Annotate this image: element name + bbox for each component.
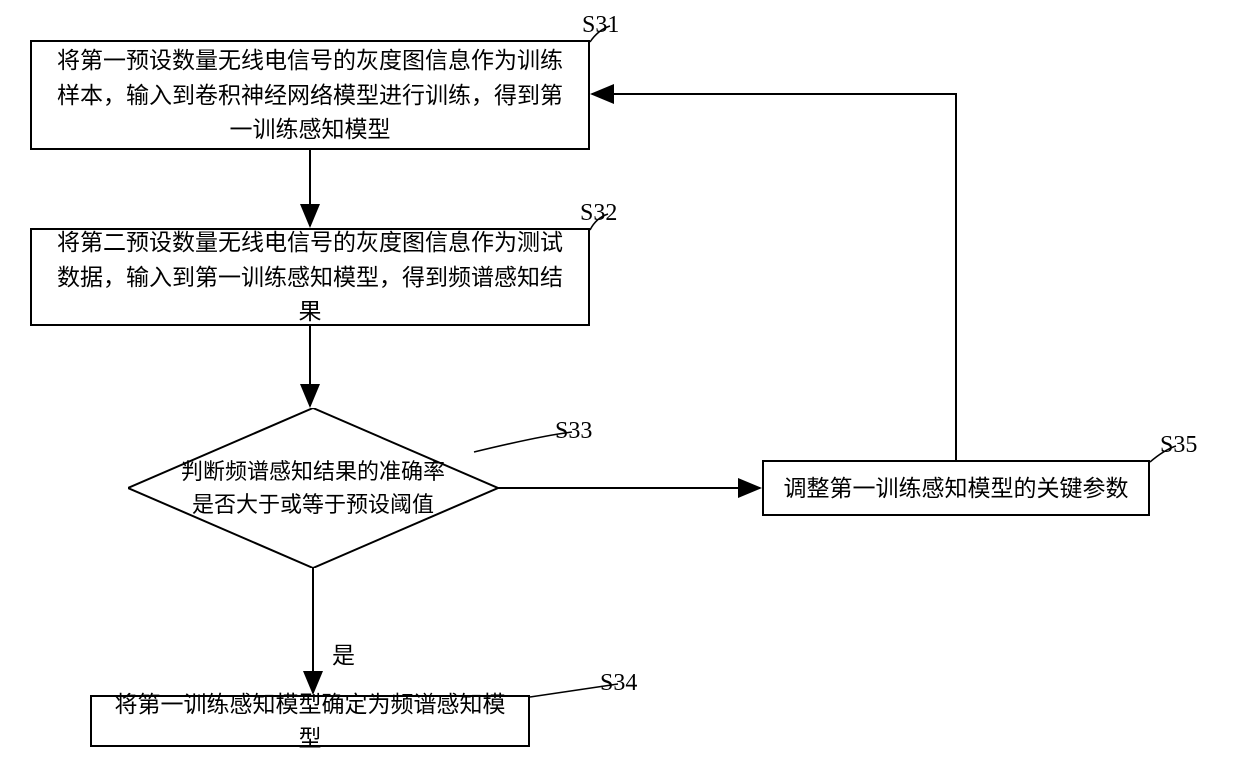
step-label-s34: S34 bbox=[600, 670, 637, 697]
diamond-text: 判断频谱感知结果的准确率是否大于或等于预设阈值 bbox=[178, 455, 448, 521]
step-label-s32: S32 bbox=[580, 200, 617, 227]
step-label-s35: S35 bbox=[1160, 432, 1197, 459]
process-box-s34: 将第一训练感知模型确定为频谱感知模型 bbox=[90, 695, 530, 747]
process-box-s31: 将第一预设数量无线电信号的灰度图信息作为训练样本，输入到卷积神经网络模型进行训练… bbox=[30, 40, 590, 150]
box-text: 将第一训练感知模型确定为频谱感知模型 bbox=[108, 687, 512, 756]
box-text: 将第二预设数量无线电信号的灰度图信息作为测试数据，输入到第一训练感知模型，得到频… bbox=[48, 225, 572, 329]
decision-diamond-s33: 判断频谱感知结果的准确率是否大于或等于预设阈值 bbox=[128, 408, 498, 568]
process-box-s32: 将第二预设数量无线电信号的灰度图信息作为测试数据，输入到第一训练感知模型，得到频… bbox=[30, 228, 590, 326]
box-text: 调整第一训练感知模型的关键参数 bbox=[784, 471, 1129, 506]
step-label-s33: S33 bbox=[555, 418, 592, 445]
process-box-s35: 调整第一训练感知模型的关键参数 bbox=[762, 460, 1150, 516]
box-text: 将第一预设数量无线电信号的灰度图信息作为训练样本，输入到卷积神经网络模型进行训练… bbox=[48, 43, 572, 147]
arrow-label-yes: 是 bbox=[332, 636, 355, 670]
arrow-s35-s31 bbox=[592, 94, 956, 460]
step-label-s31: S31 bbox=[582, 12, 619, 39]
